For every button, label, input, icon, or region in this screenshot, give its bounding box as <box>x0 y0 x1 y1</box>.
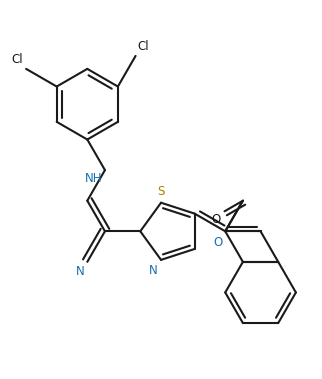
Text: NH: NH <box>85 172 103 185</box>
Text: O: O <box>212 213 221 226</box>
Text: S: S <box>157 185 165 198</box>
Text: N: N <box>149 264 157 277</box>
Text: N: N <box>76 265 84 278</box>
Text: O: O <box>214 235 223 249</box>
Text: Cl: Cl <box>12 53 23 66</box>
Text: Cl: Cl <box>137 40 148 53</box>
